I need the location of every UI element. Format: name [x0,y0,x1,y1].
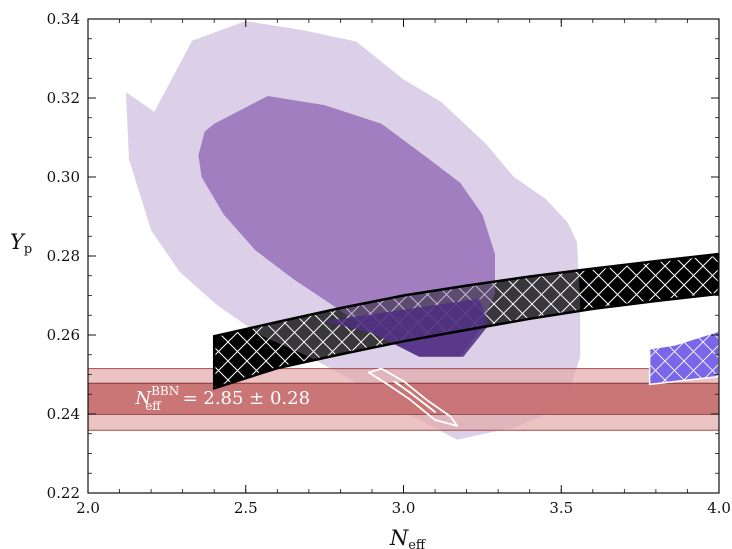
white-inner-contour [393,380,437,413]
black-band-outline [212,252,719,391]
x-tick-label: 3.5 [549,499,573,517]
y-tick-label: 0.34 [47,10,80,28]
white-outer-contour [367,367,459,427]
y-tick-label: 0.26 [47,326,80,344]
bbn-annotation: NBBN eff = 2.85 ± 0.28 [134,384,310,413]
y-tick-label: 0.30 [47,168,80,186]
x-tick-label: 4.0 [707,499,731,517]
x-tick-label: 3.0 [392,499,416,517]
y-tick-label: 0.24 [47,405,80,423]
y-axis-label: Yp [10,230,32,257]
x-tick-label: 2.5 [234,499,258,517]
dark-purple-overlap [324,298,489,357]
blue-patch-outline [648,330,719,386]
blue-patch-hatch [649,331,719,385]
x-tick-label: 2.0 [76,499,100,517]
y-tick-label: 0.22 [47,484,80,502]
y-tick-label: 0.28 [47,247,80,265]
y-tick-label: 0.32 [47,89,80,107]
x-axis-label: Neff [389,526,427,549]
